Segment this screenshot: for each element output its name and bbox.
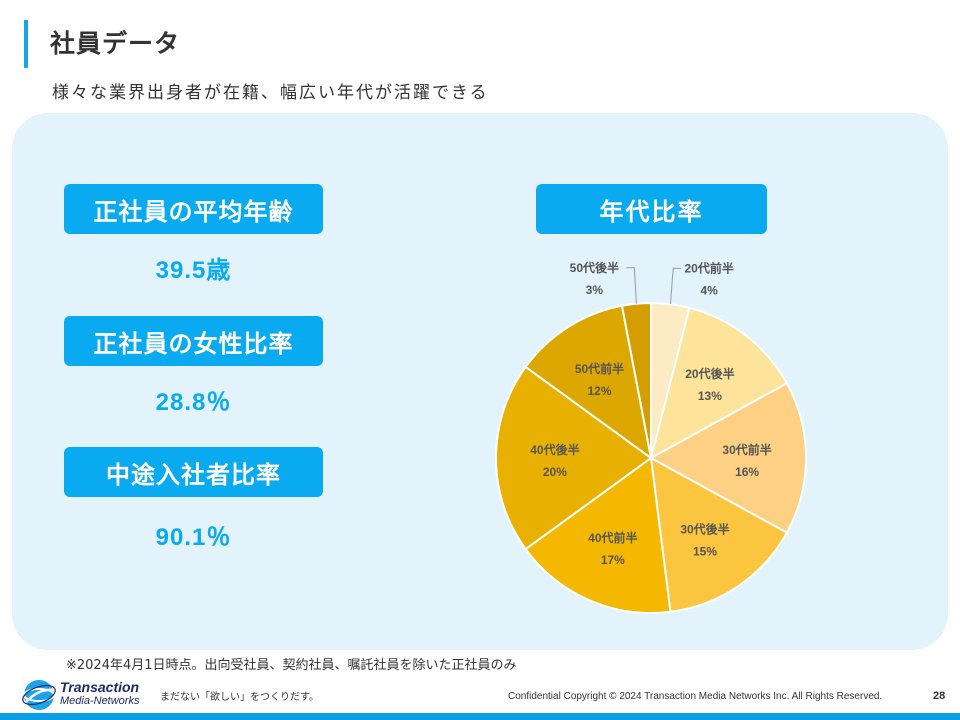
pie-category-label: 30代後半 bbox=[680, 521, 729, 536]
stat-label-female-ratio: 正社員の女性比率 bbox=[64, 316, 323, 366]
tagline: まだない「欲しい」をつくりだす。 bbox=[160, 692, 319, 703]
pie-category-label: 50代前半 bbox=[575, 361, 624, 376]
pie-value-label: 13% bbox=[698, 389, 722, 403]
stat-label-midcareer-ratio: 中途入社者比率 bbox=[64, 447, 323, 497]
footnote: ※2024年4月1日時点。出向受社員、契約社員、嘱託社員を除いた正社員のみ bbox=[66, 658, 517, 673]
pie-value-label: 16% bbox=[735, 465, 759, 479]
stat-value-female-ratio: 28.8％ bbox=[155, 389, 232, 416]
pie-slice bbox=[524, 456, 672, 614]
pie-slice bbox=[649, 306, 789, 460]
pie-category-label: 50代後半 bbox=[570, 260, 619, 275]
pie-slice bbox=[524, 304, 653, 461]
pie-slice bbox=[649, 456, 789, 613]
pie-slice bbox=[648, 381, 808, 535]
stat-value-average-age: 39.5歳 bbox=[155, 257, 232, 284]
logo-text-line2: Media-Networks bbox=[60, 695, 140, 707]
pie-leader-line bbox=[626, 267, 637, 304]
pie-category-label: 40代前半 bbox=[588, 530, 637, 545]
pie-value-label: 12% bbox=[587, 384, 611, 398]
pie-category-label: 30代前半 bbox=[722, 442, 771, 457]
stat-label-average-age: 正社員の平均年齢 bbox=[64, 184, 323, 234]
pie-category-label: 20代前半 bbox=[685, 260, 734, 275]
page-subtitle: 様々な業界出身者が在籍、幅広い年代が活躍できる bbox=[52, 83, 489, 103]
company-logo[interactable]: Transaction Media-Networks bbox=[22, 676, 157, 714]
pie-value-label: 20% bbox=[543, 465, 567, 479]
pie-leader-line bbox=[669, 267, 682, 305]
copyright-notice: Confidential Copyright © 2024 Transactio… bbox=[508, 691, 883, 702]
pie-value-label: 3% bbox=[586, 283, 604, 297]
title-accent-bar bbox=[24, 20, 28, 68]
pie-category-label: 20代後半 bbox=[685, 366, 734, 381]
chart-title: 年代比率 bbox=[536, 184, 767, 234]
pie-value-label: 17% bbox=[601, 553, 625, 567]
page-number: 28 bbox=[933, 690, 946, 702]
pie-value-label: 4% bbox=[701, 283, 719, 297]
globe-logo-icon bbox=[22, 680, 56, 710]
pie-slice bbox=[620, 301, 652, 459]
pie-slice bbox=[495, 365, 653, 551]
pie-category-label: 40代後半 bbox=[530, 442, 579, 457]
age-pie-chart: 20代前半 4% 20代後半 13% 30代前半 16% 30代後半 15% 40代前半 17% 4… bbox=[495, 260, 808, 614]
logo-text-line1: Transaction bbox=[60, 679, 140, 695]
stat-value-midcareer-ratio: 90.1％ bbox=[155, 524, 232, 551]
footer-accent-line bbox=[0, 713, 960, 720]
page-title: 社員データ bbox=[50, 29, 181, 58]
pie-value-label: 15% bbox=[693, 544, 717, 558]
